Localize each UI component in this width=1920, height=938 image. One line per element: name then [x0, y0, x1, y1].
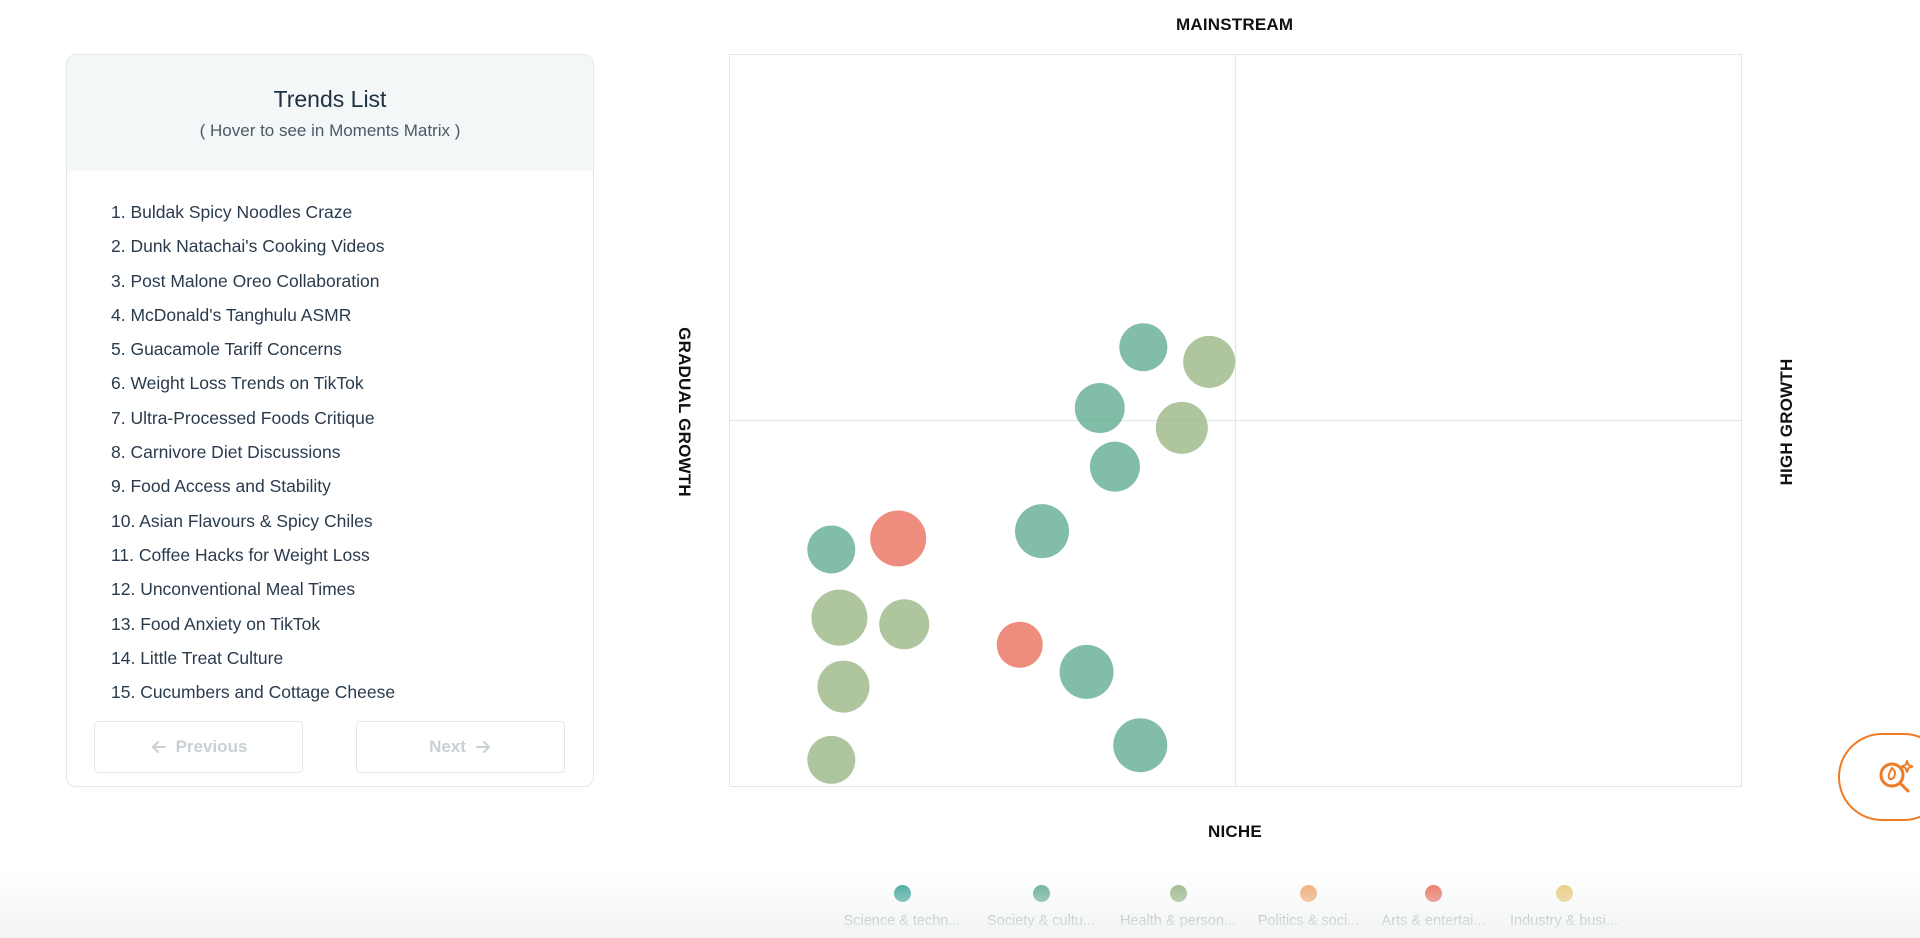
trend-finder-button[interactable] [1838, 733, 1920, 821]
next-button[interactable]: Next [356, 721, 565, 773]
trend-bubble[interactable] [807, 735, 856, 784]
trends-list-panel: Trends List ( Hover to see in Moments Ma… [66, 54, 594, 787]
axis-label-niche: NICHE [1208, 822, 1262, 841]
trend-bubble[interactable] [1119, 323, 1168, 372]
trend-bubble[interactable] [1155, 401, 1208, 454]
trend-item[interactable]: 13. Food Anxiety on TikTok [111, 613, 321, 634]
trend-item[interactable]: 15. Cucumbers and Cottage Cheese [111, 682, 396, 703]
arrow-left-icon [151, 741, 166, 753]
trends-list-subtitle: ( Hover to see in Moments Matrix ) [199, 120, 461, 140]
trend-item[interactable]: 9. Food Access and Stability [111, 476, 331, 497]
trend-bubble[interactable] [1059, 644, 1114, 699]
trend-bubble[interactable] [1074, 383, 1125, 434]
axis-label-mainstream: MAINSTREAM [1176, 15, 1294, 34]
trend-item[interactable]: 1. Buldak Spicy Noodles Craze [111, 202, 353, 222]
bottom-fade [0, 870, 1920, 938]
trend-item[interactable]: 11. Coffee Hacks for Weight Loss [111, 544, 370, 565]
trend-item[interactable]: 2. Dunk Natachai's Cooking Videos [111, 236, 385, 257]
trend-item[interactable]: 7. Ultra-Processed Foods Critique [111, 407, 375, 428]
previous-button[interactable]: Previous [94, 721, 303, 773]
trend-bubble[interactable] [817, 660, 870, 713]
moments-matrix-chart [729, 54, 1742, 787]
trend-item[interactable]: 6. Weight Loss Trends on TikTok [111, 373, 364, 394]
arrow-right-icon [475, 741, 490, 753]
trend-bubble[interactable] [870, 510, 927, 567]
trends-list-header: Trends List ( Hover to see in Moments Ma… [67, 55, 593, 171]
trend-bubble[interactable] [1015, 504, 1070, 559]
trend-item[interactable]: 14. Little Treat Culture [111, 647, 284, 668]
trend-item[interactable]: 8. Carnivore Diet Discussions [111, 442, 341, 463]
trend-bubble[interactable] [879, 599, 930, 650]
trend-item[interactable]: 10. Asian Flavours & Spicy Chiles [111, 510, 373, 531]
trend-bubble[interactable] [811, 589, 868, 646]
trend-bubble[interactable] [1183, 335, 1236, 388]
trend-bubble[interactable] [996, 621, 1043, 668]
trend-item[interactable]: 12. Unconventional Meal Times [111, 579, 356, 600]
axis-label-high-growth: HIGH GROWTH [1777, 358, 1796, 486]
pagination: Previous Next [94, 721, 565, 773]
moments-matrix [729, 54, 1742, 787]
trends-list-title: Trends List [273, 85, 387, 112]
trend-bubble[interactable] [807, 525, 856, 574]
trend-bubble[interactable] [1089, 441, 1140, 492]
axis-label-gradual-growth: GRADUAL GROWTH [675, 327, 694, 497]
trend-item[interactable]: 4. McDonald's Tanghulu ASMR [111, 304, 352, 325]
trend-search-icon [1879, 760, 1914, 793]
previous-button-label: Previous [175, 737, 248, 756]
trend-bubble[interactable] [1113, 718, 1168, 773]
trends-list: 1. Buldak Spicy Noodles Craze 2. Dunk Na… [67, 171, 593, 709]
next-button-label: Next [429, 737, 466, 756]
trend-item[interactable]: 3. Post Malone Oreo Collaboration [111, 270, 380, 291]
trend-item[interactable]: 5. Guacamole Tariff Concerns [111, 339, 342, 360]
